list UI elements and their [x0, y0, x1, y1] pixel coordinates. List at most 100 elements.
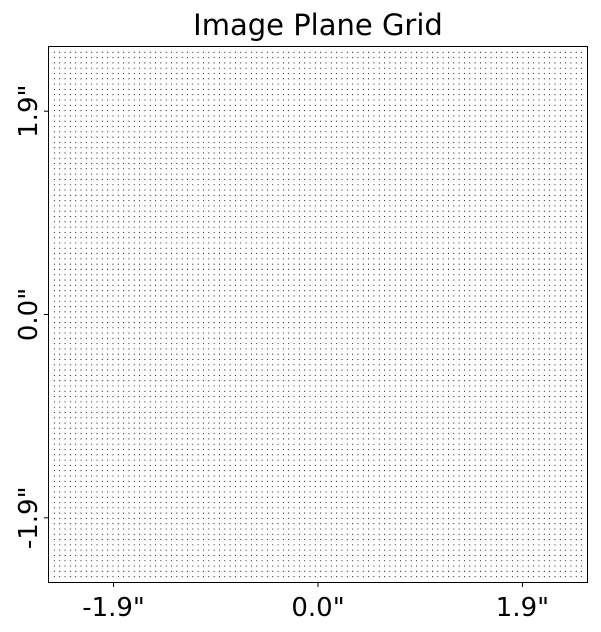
grid-point [80, 374, 82, 376]
grid-point [304, 358, 306, 361]
grid-point [549, 570, 551, 572]
grid-point [543, 576, 545, 578]
grid-point [202, 496, 205, 498]
grid-point [490, 533, 492, 535]
grid-point [176, 539, 178, 541]
grid-point [378, 449, 380, 451]
grid-point [431, 501, 434, 504]
grid-point [357, 422, 359, 424]
grid-point [256, 374, 258, 376]
grid-point [197, 411, 199, 414]
grid-point [495, 496, 497, 498]
grid-point [101, 528, 103, 530]
grid-point [511, 549, 513, 551]
grid-point [325, 401, 327, 403]
grid-point [192, 316, 194, 318]
grid-point [442, 406, 444, 408]
grid-point [96, 443, 98, 445]
grid-point [224, 443, 226, 445]
grid-point [538, 464, 540, 466]
grid-point [261, 390, 263, 392]
grid-point [501, 517, 503, 519]
grid-point [234, 321, 236, 323]
grid-point [495, 427, 497, 429]
grid-point [128, 501, 130, 504]
grid-point [533, 390, 535, 392]
grid-point [442, 491, 444, 493]
grid-point [325, 369, 327, 371]
grid-point [261, 528, 263, 530]
grid-point [352, 358, 354, 361]
grid-point [304, 411, 306, 414]
grid-point [192, 544, 194, 546]
grid-point [261, 480, 263, 482]
grid-point [69, 422, 71, 424]
grid-point [368, 358, 370, 361]
grid-point [128, 544, 130, 546]
grid-point [506, 443, 508, 445]
grid-point [517, 369, 519, 371]
grid-point [160, 332, 162, 334]
grid-point [314, 517, 316, 519]
grid-point [346, 501, 348, 504]
grid-point [426, 332, 428, 334]
grid-point [59, 422, 61, 424]
grid-point [208, 496, 210, 498]
grid-point [298, 454, 300, 456]
grid-point [133, 517, 135, 519]
grid-point [309, 512, 311, 514]
grid-point [431, 433, 434, 435]
grid-point [128, 327, 130, 329]
grid-point [261, 316, 263, 318]
grid-point [69, 565, 71, 567]
grid-point [368, 470, 370, 472]
grid-point [426, 443, 428, 445]
grid-point [570, 533, 572, 535]
grid-point [101, 364, 103, 366]
grid-point [314, 353, 316, 355]
grid-point [149, 507, 151, 509]
grid-point [506, 539, 508, 541]
grid-point [261, 380, 263, 382]
grid-point [272, 539, 274, 541]
grid-point [554, 332, 556, 334]
grid-point [458, 332, 460, 334]
grid-point [123, 475, 125, 477]
grid-point [176, 427, 178, 429]
grid-point [91, 422, 93, 424]
grid-point [554, 438, 556, 440]
grid-point [549, 549, 551, 551]
grid-point [495, 353, 497, 355]
grid-point [352, 486, 354, 488]
grid-point [272, 411, 274, 414]
grid-point [511, 406, 513, 408]
grid-point [160, 480, 162, 482]
grid-point [533, 560, 535, 562]
grid-point [501, 358, 503, 361]
grid-point [415, 385, 418, 387]
grid-point [362, 438, 364, 440]
grid-point [320, 422, 322, 424]
grid-point [400, 501, 402, 504]
grid-point [341, 411, 343, 414]
grid-point [517, 327, 519, 329]
grid-point [229, 321, 231, 323]
grid-point [59, 401, 61, 403]
grid-point [117, 369, 119, 371]
grid-point [192, 576, 194, 578]
grid-point [277, 565, 279, 567]
grid-point [533, 449, 535, 451]
grid-point [463, 427, 466, 429]
grid-point [415, 549, 418, 551]
grid-point [282, 406, 284, 408]
grid-point [160, 369, 162, 371]
grid-point [325, 549, 327, 551]
grid-point [101, 549, 103, 551]
grid-point [352, 480, 354, 482]
grid-point [202, 560, 205, 562]
grid-point [245, 427, 247, 429]
grid-point [453, 327, 455, 329]
grid-point [357, 523, 359, 525]
grid-point [415, 401, 418, 403]
grid-point [570, 358, 572, 361]
